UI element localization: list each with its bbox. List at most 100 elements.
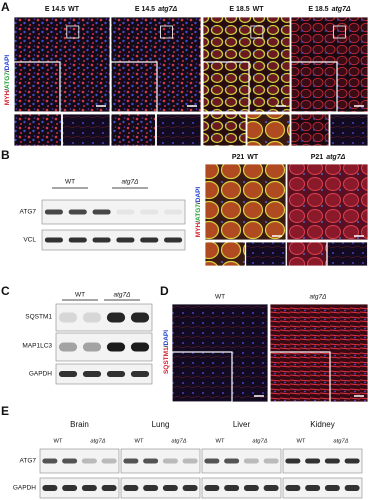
stage: P21 — [311, 154, 324, 161]
separator: / — [163, 345, 170, 347]
band — [92, 237, 111, 243]
band — [182, 485, 198, 491]
band — [204, 458, 220, 464]
inset-marker — [332, 25, 346, 39]
band — [101, 458, 117, 464]
lane-label: atg7Δ — [309, 294, 326, 301]
separator: / — [4, 89, 11, 91]
band — [68, 209, 87, 215]
band — [243, 458, 259, 464]
panel-letter: D — [160, 284, 169, 298]
band — [344, 485, 360, 491]
lane-label: WT — [215, 439, 224, 445]
lane-label: WT — [215, 294, 225, 301]
blot-label: SQSTM1 — [25, 314, 52, 321]
channel-split — [290, 113, 330, 147]
panel-letter: C — [1, 284, 10, 298]
band — [182, 458, 198, 464]
image-title: P21 atg7Δ — [311, 154, 346, 161]
blot-label: ATG7 — [20, 209, 37, 216]
band — [285, 485, 301, 491]
stain-label: MYH/ATG7/DAPI — [195, 187, 202, 238]
band — [101, 485, 117, 491]
tissue-label: Lung — [152, 420, 170, 429]
band — [224, 458, 240, 464]
stain-name: DAPI — [4, 55, 11, 71]
band — [106, 371, 126, 377]
band — [123, 458, 139, 464]
band — [81, 485, 97, 491]
band — [58, 342, 78, 352]
channel-split — [286, 241, 328, 267]
band — [224, 485, 240, 491]
inset-marker — [160, 25, 173, 39]
band — [204, 485, 220, 491]
separator: / — [4, 70, 11, 72]
channel-split — [329, 113, 369, 147]
stain-label: SQSTM1/DAPI — [163, 330, 170, 374]
band — [305, 458, 321, 464]
band — [130, 312, 150, 323]
blot-label: VCL — [23, 237, 36, 244]
blot — [120, 477, 201, 499]
lane-label: atg7Δ — [113, 292, 130, 299]
inset — [269, 351, 331, 403]
image-title: P21 WT — [232, 154, 259, 161]
genotype: WT — [253, 6, 265, 13]
stage: E 14.5 — [135, 6, 155, 13]
stain-name: ATG7 — [195, 204, 202, 221]
separator: / — [195, 221, 202, 223]
band — [143, 458, 159, 464]
stage: E 18.5 — [308, 6, 328, 13]
tissue-label: Brain — [70, 420, 89, 429]
band — [106, 312, 126, 323]
genotype: WT — [68, 6, 80, 13]
genotype: atg7Δ — [326, 154, 345, 161]
band — [58, 312, 78, 323]
blot-label: MAP1LC3 — [22, 343, 52, 350]
lane-label: atg7Δ — [252, 439, 267, 445]
channel-split — [13, 113, 62, 147]
band — [263, 458, 279, 464]
channel-split — [202, 113, 247, 147]
panel-letter: E — [1, 404, 9, 418]
lane-label: WT — [65, 179, 75, 186]
tissue-label: Kidney — [310, 420, 334, 429]
channel-split — [245, 241, 287, 267]
separator: / — [195, 202, 202, 204]
lane-label: atg7Δ — [333, 439, 348, 445]
band — [42, 458, 58, 464]
stain-name: SQSTM1 — [163, 347, 170, 374]
genotype: atg7Δ — [158, 6, 177, 13]
blot — [41, 229, 186, 251]
image-title: E 18.5 WT — [229, 6, 264, 13]
band — [263, 485, 279, 491]
lane-label: WT — [134, 439, 143, 445]
stain-label: MYH/ATG7/DAPI — [4, 55, 11, 106]
stage: E 14.5 — [45, 6, 65, 13]
channel-split — [204, 241, 246, 267]
band — [82, 312, 102, 323]
stage: P21 — [232, 154, 245, 161]
band — [130, 342, 150, 352]
image-title: E 14.5 atg7Δ — [135, 6, 178, 13]
inset — [290, 61, 338, 113]
blot — [41, 199, 186, 225]
band — [106, 342, 126, 352]
band — [62, 458, 78, 464]
band — [164, 209, 183, 215]
stain-name: MYH — [195, 222, 202, 237]
inset — [171, 351, 233, 403]
stain-name: DAPI — [163, 330, 170, 346]
genotype: atg7Δ — [332, 6, 351, 13]
lane-label: WT — [53, 439, 62, 445]
blot — [55, 363, 153, 385]
stage: E 18.5 — [229, 6, 249, 13]
band — [324, 458, 340, 464]
band — [162, 458, 178, 464]
lane-label: atg7Δ — [90, 439, 105, 445]
band — [305, 485, 321, 491]
blot — [39, 477, 120, 499]
panel-letter: A — [1, 0, 10, 14]
